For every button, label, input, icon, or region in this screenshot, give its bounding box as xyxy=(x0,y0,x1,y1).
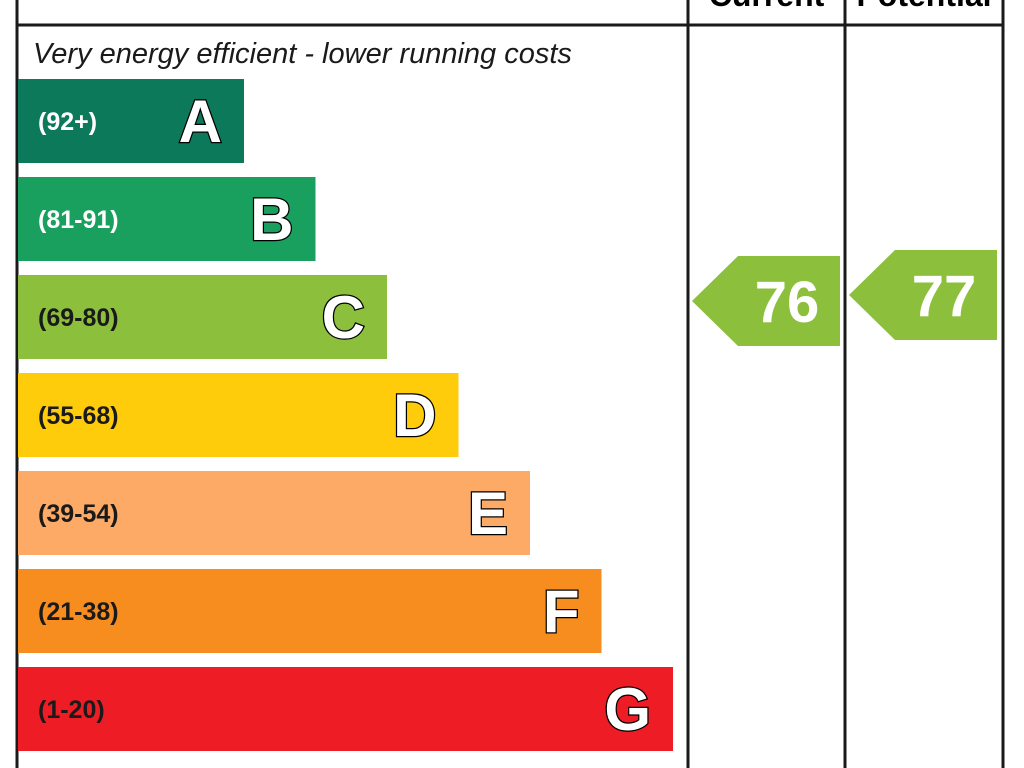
band-letter-label: G xyxy=(604,676,651,743)
top-efficiency-note: Very energy efficient - lower running co… xyxy=(33,38,572,70)
band-b: (81-91) B xyxy=(18,177,316,261)
band-d: (55-68) D xyxy=(18,373,459,457)
band-range-label: (92+) xyxy=(38,108,97,136)
current-column-header: Current xyxy=(709,0,825,13)
band-range-label: (55-68) xyxy=(38,402,119,430)
band-range-label: (21-38) xyxy=(38,598,119,626)
band-range-label: (81-91) xyxy=(38,206,119,234)
band-a: (92+) A xyxy=(18,79,244,163)
current-rating-arrow-value: 76 xyxy=(755,270,820,335)
band-letter-label: F xyxy=(543,578,580,645)
band-letter-label: C xyxy=(322,284,365,351)
band-letter-label: A xyxy=(179,88,222,155)
band-bar-d xyxy=(18,373,459,457)
band-bar-e xyxy=(18,471,530,555)
band-range-label: (69-80) xyxy=(38,304,119,332)
band-c: (69-80) C xyxy=(18,275,387,359)
chart-frame xyxy=(15,0,1005,768)
band-bar-f xyxy=(18,569,602,653)
band-g: (1-20) G xyxy=(18,667,673,751)
band-e: (39-54) E xyxy=(18,471,530,555)
band-bar-g xyxy=(18,667,673,751)
potential-rating-arrow-shape xyxy=(849,250,997,340)
potential-rating-arrow-value: 77 xyxy=(912,264,977,329)
band-letter-label: E xyxy=(468,480,508,547)
band-range-label: (39-54) xyxy=(38,500,119,528)
band-bar-c xyxy=(18,275,387,359)
rating-bands: (92+) A (81-91) B (69-80) C (55-68) D (39-54) E (2… xyxy=(18,79,673,751)
band-f: (21-38) F xyxy=(18,569,602,653)
rating-arrows: 76 77 xyxy=(692,250,997,346)
band-letter-label: D xyxy=(393,382,436,449)
potential-rating-arrow: 77 xyxy=(849,250,997,340)
band-range-label: (1-20) xyxy=(38,696,105,724)
current-rating-arrow: 76 xyxy=(692,256,840,346)
current-rating-arrow-shape xyxy=(692,256,840,346)
band-bar-b xyxy=(18,177,316,261)
band-bar-a xyxy=(18,79,244,163)
potential-column-header: Potential xyxy=(856,0,991,13)
band-letter-label: B xyxy=(250,186,293,253)
